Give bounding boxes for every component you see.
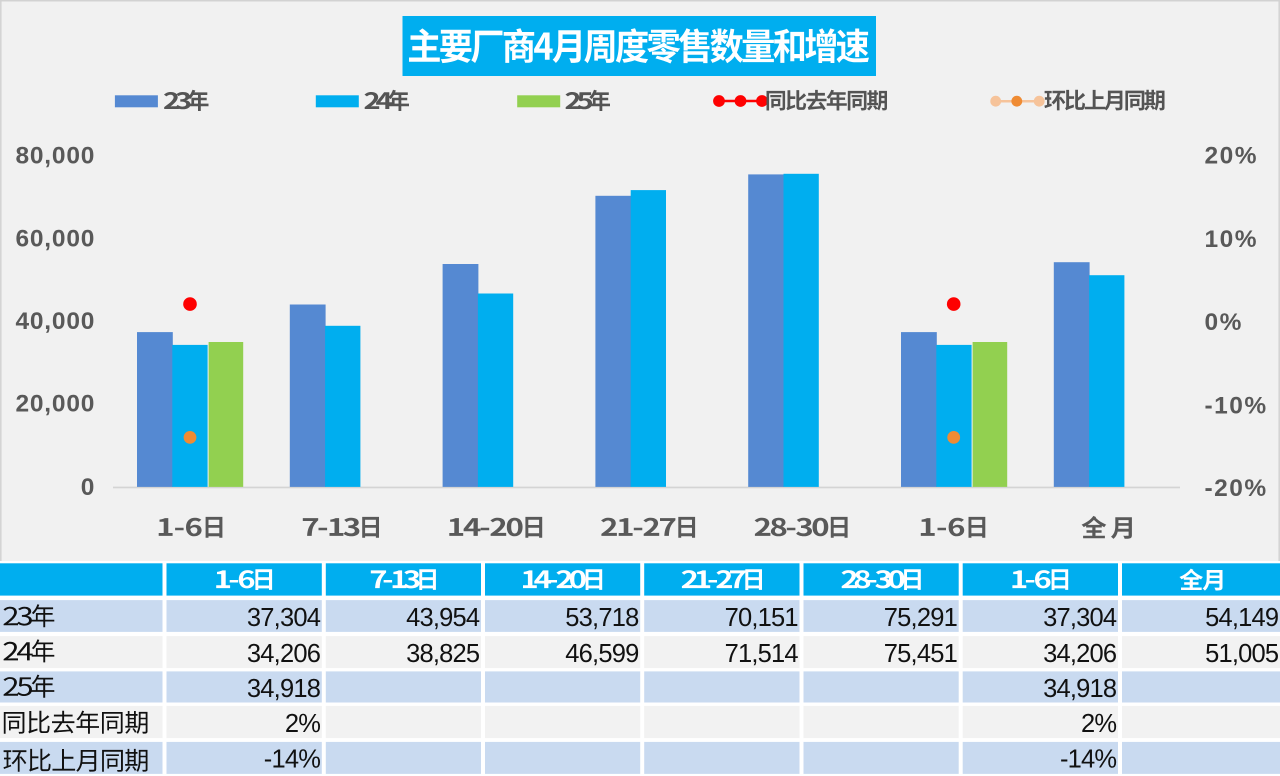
svg-text:37,304: 37,304 <box>1043 604 1117 632</box>
svg-text:-20%: -20% <box>1205 475 1268 502</box>
svg-text:2%: 2% <box>285 710 320 738</box>
svg-text:34,206: 34,206 <box>1043 640 1117 668</box>
svg-text:54,149: 54,149 <box>1205 604 1278 632</box>
svg-text:34,918: 34,918 <box>247 675 321 703</box>
svg-text:51,005: 51,005 <box>1205 640 1279 668</box>
svg-text:0%: 0% <box>1205 309 1243 336</box>
svg-text:43,954: 43,954 <box>406 604 480 632</box>
svg-text:-14%: -14% <box>264 746 320 774</box>
svg-text:-14%: -14% <box>1060 746 1116 774</box>
svg-text:75,291: 75,291 <box>884 604 957 632</box>
svg-text:40,000: 40,000 <box>15 308 95 335</box>
svg-text:34,206: 34,206 <box>247 640 321 668</box>
svg-text:38,825: 38,825 <box>406 640 480 668</box>
svg-text:53,718: 53,718 <box>565 604 639 632</box>
svg-text:46,599: 46,599 <box>565 640 638 668</box>
svg-text:37,304: 37,304 <box>247 604 321 632</box>
svg-text:10%: 10% <box>1205 226 1259 253</box>
svg-text:80,000: 80,000 <box>15 142 95 169</box>
svg-text:60,000: 60,000 <box>15 225 95 252</box>
svg-text:20,000: 20,000 <box>15 390 95 417</box>
svg-text:20%: 20% <box>1205 142 1259 169</box>
svg-text:0: 0 <box>81 474 95 501</box>
svg-text:71,514: 71,514 <box>725 640 799 668</box>
svg-text:2%: 2% <box>1081 710 1116 738</box>
svg-text:-10%: -10% <box>1205 392 1268 419</box>
svg-text:70,151: 70,151 <box>725 604 798 632</box>
svg-text:75,451: 75,451 <box>884 640 957 668</box>
svg-text:34,918: 34,918 <box>1043 675 1117 703</box>
